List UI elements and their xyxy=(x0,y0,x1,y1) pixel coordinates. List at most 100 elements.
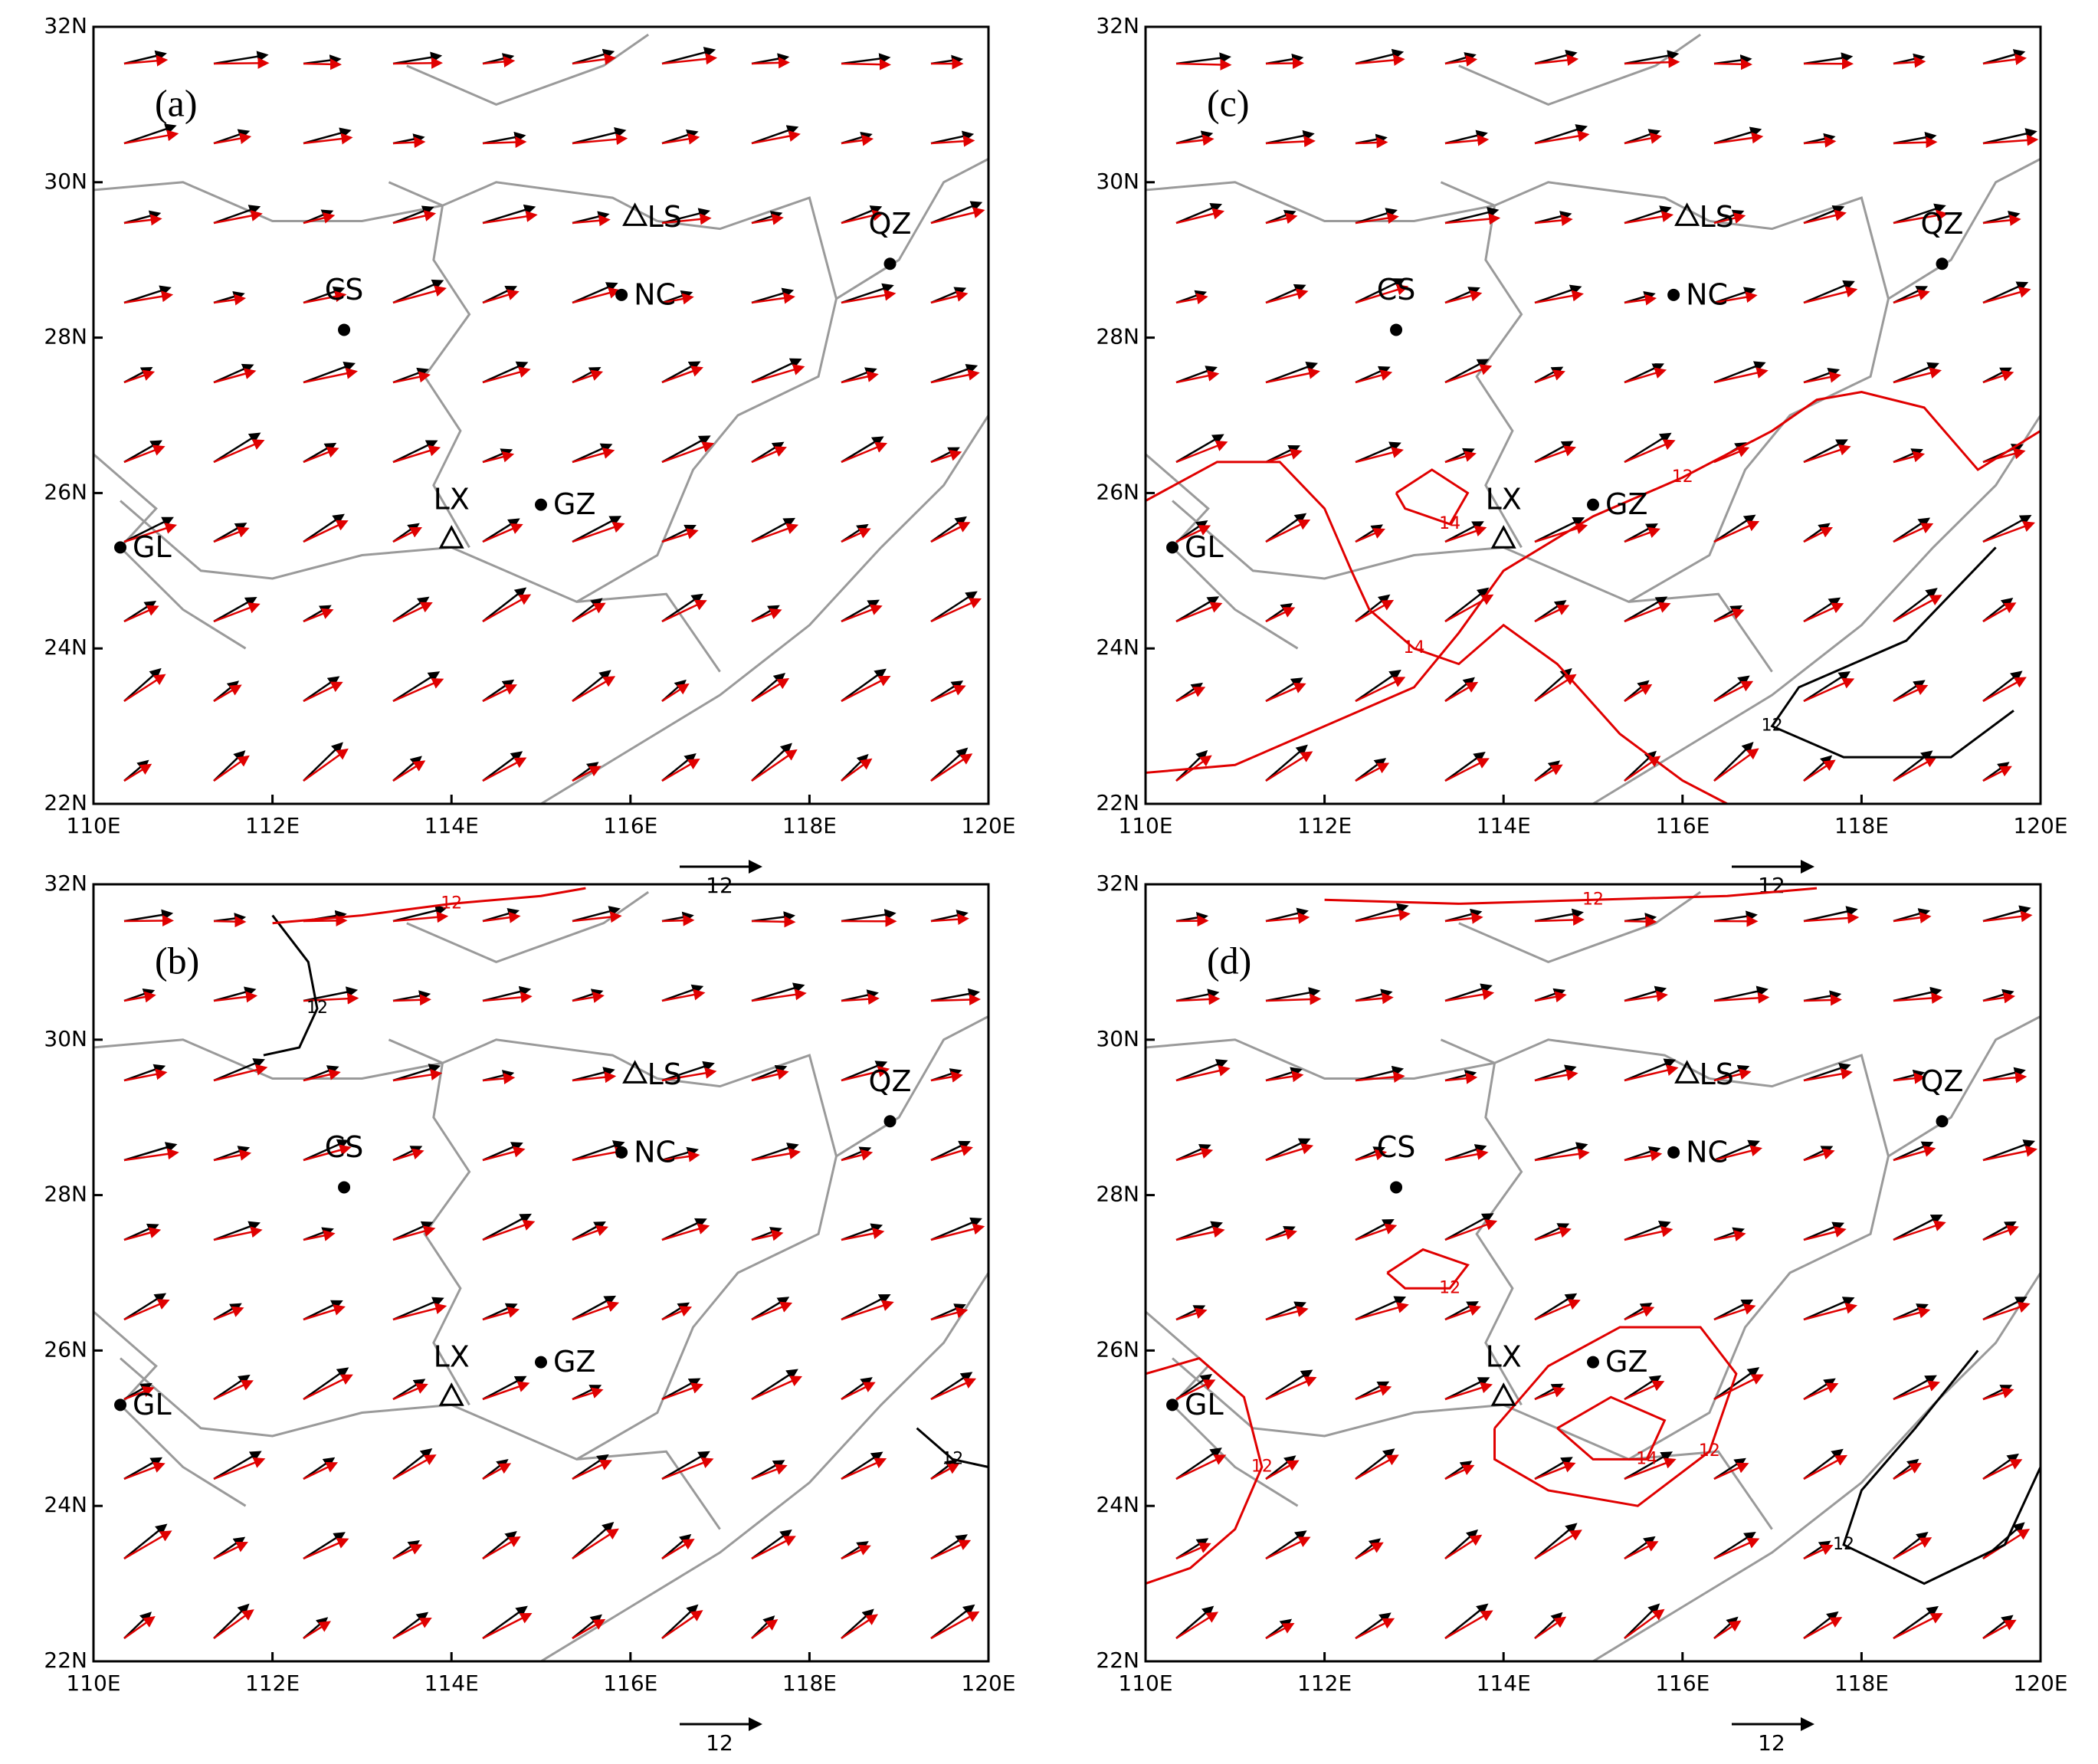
city-marker xyxy=(1390,1181,1402,1193)
wind-vector xyxy=(1714,743,1752,781)
wind-vector xyxy=(483,1537,520,1559)
wind-vector xyxy=(1714,1307,1754,1320)
wind-vector xyxy=(214,1381,252,1399)
wind-vector xyxy=(1893,142,1936,143)
wind-vector xyxy=(1176,435,1223,462)
city-label: LS xyxy=(1700,1057,1734,1091)
wind-vector xyxy=(214,1605,248,1638)
wind-vector xyxy=(214,1308,242,1320)
province-border xyxy=(407,34,648,104)
wind-vector xyxy=(483,1377,525,1399)
city-marker xyxy=(615,289,628,301)
city-label: LX xyxy=(1486,483,1522,516)
city-label: QZ xyxy=(869,207,912,241)
wind-vector xyxy=(1445,986,1490,1001)
wind-vector xyxy=(1356,1226,1395,1240)
y-tick-label: 22N xyxy=(44,1648,87,1673)
wind-vector xyxy=(483,685,516,701)
y-tick-label: 30N xyxy=(1096,1026,1139,1051)
city-label: LX xyxy=(434,1340,470,1374)
wind-vector xyxy=(1983,516,2030,542)
wind-vector xyxy=(841,1459,885,1479)
wind-vector xyxy=(572,1461,611,1479)
wind-vector xyxy=(124,920,172,921)
province-border xyxy=(577,1055,837,1459)
y-tick-label: 28N xyxy=(44,324,87,349)
x-tick-label: 118E xyxy=(1834,1671,1889,1696)
city-label: NC xyxy=(634,277,676,311)
wind-vector xyxy=(124,288,169,303)
wind-vector xyxy=(303,1539,347,1559)
contour-label: 14 xyxy=(1403,638,1424,657)
wind-vector xyxy=(841,759,870,781)
y-tick-label: 32N xyxy=(44,13,87,38)
wind-vector xyxy=(1624,441,1673,462)
contour-label: 12 xyxy=(1251,1457,1273,1477)
city-label: GZ xyxy=(1605,487,1647,521)
wind-vector xyxy=(1535,1524,1576,1559)
city-label: CS xyxy=(1377,1130,1416,1164)
city-label: LS xyxy=(1700,200,1734,234)
wind-vector xyxy=(931,1605,973,1638)
wind-vector xyxy=(752,297,793,303)
province-border xyxy=(93,182,657,221)
wind-vector xyxy=(572,1297,615,1320)
contour-label: 12 xyxy=(1833,1535,1854,1554)
x-tick-label: 110E xyxy=(66,813,120,838)
wind-vector xyxy=(124,1532,170,1559)
wind-vector xyxy=(1535,1300,1578,1320)
y-tick-label: 24N xyxy=(44,1492,87,1517)
wind-vector xyxy=(1624,604,1669,621)
wind-vector xyxy=(483,1464,510,1479)
wind-vector xyxy=(124,1153,177,1160)
wind-vector xyxy=(214,1543,247,1559)
y-tick-label: 26N xyxy=(44,1336,87,1362)
city-label: CS xyxy=(325,273,364,307)
wind-vector xyxy=(931,599,980,621)
wind-vector xyxy=(752,526,797,542)
wind-vector xyxy=(483,1607,526,1638)
wind-vector xyxy=(214,605,258,621)
wind-vector xyxy=(1535,1531,1581,1559)
wind-vector xyxy=(931,1373,971,1399)
wind-vector xyxy=(483,1215,530,1240)
wind-vector xyxy=(214,1452,260,1479)
wind-vector xyxy=(931,1541,969,1559)
wind-vector xyxy=(1445,1214,1492,1240)
wind-vector xyxy=(752,985,803,1001)
wind-vector xyxy=(1445,1612,1491,1638)
wind-vector xyxy=(1804,1000,1840,1001)
x-tick-label: 120E xyxy=(961,813,1015,838)
wind-vector xyxy=(483,1383,528,1399)
city-label: GL xyxy=(133,530,172,564)
wind-vector xyxy=(214,756,248,781)
wind-vector xyxy=(841,1615,877,1638)
x-tick-label: 112E xyxy=(1297,1671,1352,1696)
wind-vector xyxy=(841,1546,870,1559)
province-border xyxy=(836,1016,988,1156)
wind-vector xyxy=(1624,1308,1653,1320)
wind-vector xyxy=(572,1228,607,1240)
city-label: NC xyxy=(1686,1135,1728,1169)
wind-vector xyxy=(752,921,794,922)
wind-vector xyxy=(1714,749,1758,781)
contour-label: 12 xyxy=(1672,467,1693,487)
wind-vector xyxy=(303,1375,352,1399)
wind-vector xyxy=(1983,604,2014,621)
city-label: LX xyxy=(1486,1340,1522,1374)
city-label: CS xyxy=(325,1130,364,1164)
wind-vector xyxy=(841,1295,889,1320)
city-marker xyxy=(1936,1115,1949,1127)
x-tick-label: 114E xyxy=(1477,1671,1531,1696)
wind-vector xyxy=(1983,678,2025,701)
wind-vector xyxy=(841,286,892,303)
wind-vector xyxy=(662,1612,701,1638)
wind-vector xyxy=(1266,520,1309,542)
contour-label: 12 xyxy=(1762,716,1783,736)
province-border xyxy=(93,1040,657,1079)
wind-vector xyxy=(572,1530,618,1559)
city-marker xyxy=(1936,257,1949,270)
wind-vector xyxy=(841,670,885,701)
wind-vector xyxy=(752,744,791,781)
wind-vector xyxy=(572,677,614,701)
